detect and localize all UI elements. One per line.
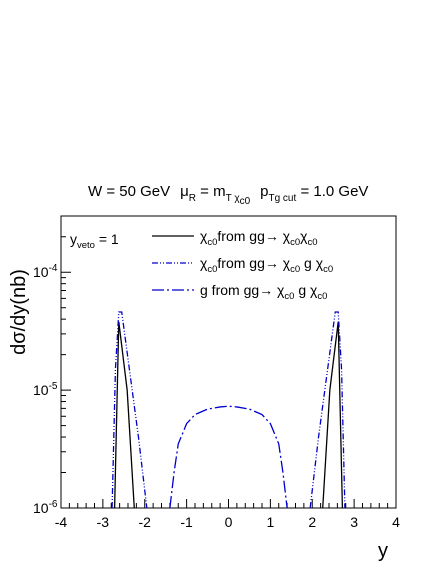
y-tick-labels: 10-6 10-5 10-4 (33, 263, 58, 516)
x-tick-label: 2 (308, 514, 316, 530)
header-pt-eq: = 1.0 GeV (296, 183, 368, 200)
x-tick-label: 3 (350, 514, 358, 530)
header-mu: μ (180, 183, 189, 200)
y-tick-label: 10-5 (33, 381, 58, 398)
x-tick-label: -1 (180, 514, 193, 530)
header-pt: p (260, 183, 268, 200)
legend-entry-3: g from gg→ χc0 g χc0 (200, 282, 327, 302)
axis-ticks (60, 236, 397, 509)
chart-header: W = 50 GeV μR = mT χc0 pTg cut = 1.0 GeV (88, 183, 368, 207)
header-mu-sub: R (189, 193, 196, 204)
veto-main: y (70, 231, 77, 247)
x-tick-label: -2 (139, 514, 152, 530)
header-mu-sub2: T χ (226, 193, 241, 204)
x-axis-title: y (378, 540, 388, 562)
y-axis-title: dσ/dy(nb) (8, 269, 30, 355)
x-tick-label: -4 (55, 514, 68, 530)
y-tick-label: 10-4 (33, 263, 58, 280)
series-line-2 (111, 311, 346, 509)
veto-sub: veto (77, 240, 95, 251)
x-tick-label: 1 (266, 514, 274, 530)
series-group (111, 311, 346, 509)
x-tick-labels: -4 -3 -2 -1 0 1 2 3 4 (55, 514, 400, 530)
x-tick-label: 0 (225, 514, 233, 530)
veto-eq: = 1 (95, 231, 119, 247)
header-mu-eq: = m (196, 183, 226, 200)
x-tick-label: 4 (392, 514, 400, 530)
header-w: W = 50 GeV (88, 183, 170, 200)
legend: χc0from gg→ χc0χc0 χc0from gg→ χc0 g χc0… (152, 228, 333, 302)
header-mu-sub3: c0 (240, 196, 251, 207)
series-line-3 (169, 405, 288, 509)
legend-entry-1: χc0from gg→ χc0χc0 (200, 228, 318, 248)
x-tick-label: -3 (97, 514, 110, 530)
header-pt-sub: Tg cut (268, 193, 296, 204)
legend-entry-2: χc0from gg→ χc0 g χc0 (200, 255, 333, 275)
y-tick-label: 10-6 (33, 499, 58, 516)
series-line-1 (113, 321, 344, 509)
veto-label: yveto = 1 (70, 231, 119, 251)
